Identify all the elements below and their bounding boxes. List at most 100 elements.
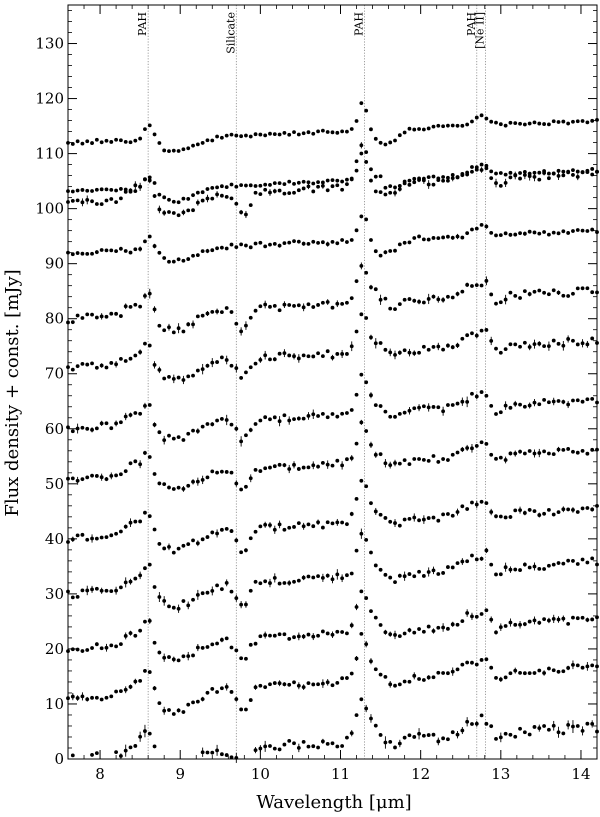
data-point [575, 450, 580, 455]
data-point [532, 509, 537, 513]
data-point [205, 138, 210, 143]
data-point [205, 422, 210, 426]
data-point [167, 149, 171, 154]
data-point [325, 349, 330, 354]
data-point [80, 477, 85, 482]
data-point [215, 748, 219, 753]
data-point [176, 257, 181, 262]
data-point [191, 700, 195, 705]
data-point [571, 724, 575, 729]
data-point [340, 129, 345, 134]
data-point [268, 633, 272, 638]
data-point [176, 213, 181, 218]
data-point [94, 586, 99, 591]
data-point [133, 519, 138, 524]
data-point [152, 307, 157, 312]
data-point [556, 120, 561, 124]
data-point [513, 172, 518, 177]
data-point [157, 542, 162, 546]
data-point [446, 626, 450, 631]
data-point [123, 359, 128, 363]
x-axis-label: Wavelength [μm] [256, 792, 411, 813]
data-point [296, 467, 301, 471]
data-point [556, 617, 561, 622]
data-point [580, 506, 585, 511]
data-point [99, 202, 104, 207]
data-point [210, 309, 215, 314]
data-point [575, 398, 580, 403]
data-point [446, 512, 450, 516]
data-point [162, 655, 167, 660]
data-point [85, 139, 90, 144]
data-point [162, 546, 167, 551]
data-point [556, 231, 561, 236]
data-point [484, 393, 489, 398]
data-point [364, 380, 369, 385]
data-point [527, 292, 532, 296]
data-point [460, 728, 465, 733]
data-point [147, 562, 152, 567]
data-point [292, 239, 296, 244]
data-point [436, 405, 441, 410]
data-point [191, 538, 195, 543]
data-point [210, 687, 215, 691]
data-point [306, 302, 311, 307]
data-point [441, 512, 446, 517]
data-point [354, 168, 359, 173]
data-point [316, 180, 320, 185]
data-point [566, 621, 571, 626]
data-point [421, 574, 426, 578]
data-point [171, 712, 176, 716]
data-point [566, 447, 571, 451]
data-point [239, 439, 244, 444]
data-point [551, 723, 556, 728]
data-point [147, 731, 152, 736]
data-point [215, 134, 219, 139]
data-point [383, 461, 388, 466]
data-point [195, 253, 200, 258]
data-point [340, 676, 345, 681]
data-point [244, 656, 248, 661]
data-point [205, 249, 210, 253]
data-point [373, 563, 378, 568]
data-point [421, 629, 426, 634]
data-point [219, 184, 224, 189]
data-point [417, 176, 421, 181]
data-point [94, 137, 99, 142]
data-point [340, 576, 345, 581]
data-point [186, 322, 191, 327]
data-point [316, 240, 320, 245]
data-point [277, 419, 282, 424]
data-point [345, 573, 349, 578]
data-point [470, 500, 474, 505]
data-point [455, 510, 460, 514]
data-point [532, 725, 537, 729]
data-point [133, 183, 138, 188]
data-point [436, 460, 441, 464]
data-point [320, 681, 325, 686]
data-point [320, 460, 325, 465]
data-point [229, 470, 234, 475]
data-point [200, 190, 205, 195]
data-point [446, 737, 450, 742]
data-point [195, 200, 200, 205]
data-point [181, 196, 186, 201]
data-point [229, 589, 234, 594]
data-point [388, 632, 393, 637]
data-point [436, 344, 441, 349]
y-tick-label: 100 [35, 200, 64, 218]
data-point [369, 442, 373, 447]
data-point [354, 119, 359, 123]
x-tick-label: 10 [251, 765, 270, 783]
feature-label: [Ne II] [474, 12, 487, 49]
data-point [412, 515, 417, 520]
data-point [138, 184, 143, 189]
data-point [518, 449, 522, 454]
data-point [571, 119, 575, 124]
data-point [296, 303, 301, 308]
data-point [128, 304, 133, 309]
data-point [402, 348, 407, 353]
data-point [503, 403, 508, 408]
data-point [345, 129, 349, 134]
data-point [479, 222, 484, 227]
